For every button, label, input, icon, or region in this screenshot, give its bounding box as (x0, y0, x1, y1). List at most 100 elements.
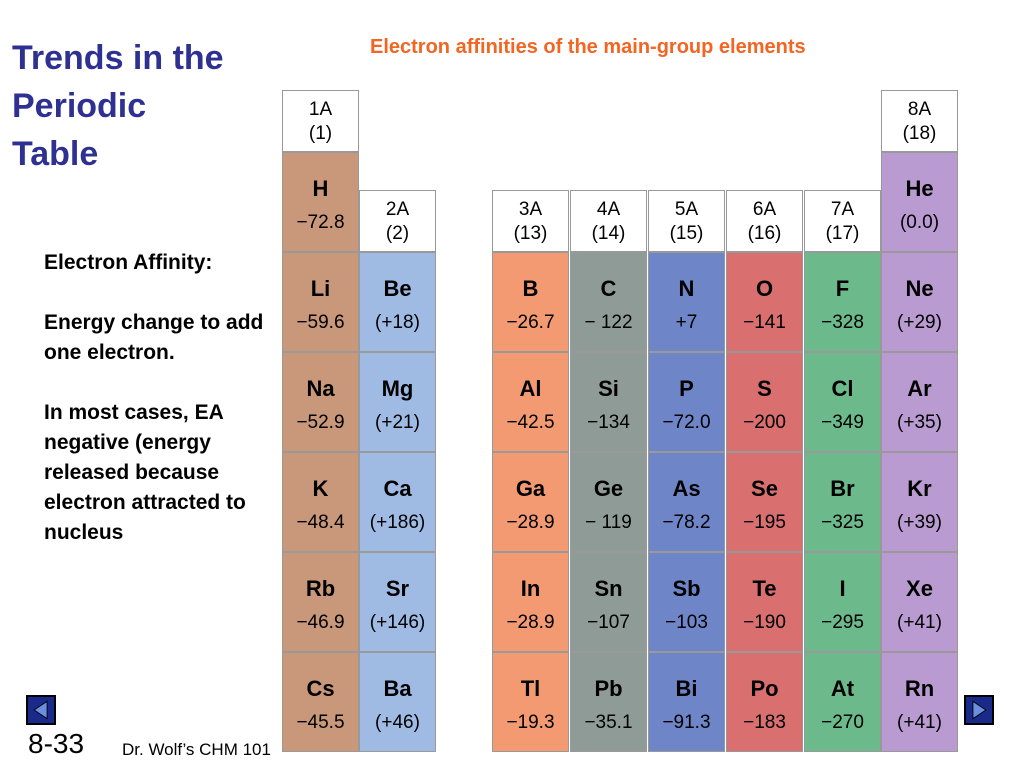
element-cell: Kr (+39) (881, 452, 958, 552)
element-cell: Bi −91.3 (648, 652, 725, 752)
element-cell: O −141 (726, 252, 803, 352)
element-cell: At −270 (804, 652, 881, 752)
electron-affinity: (+18) (375, 312, 420, 333)
group-number: (13) (513, 223, 548, 244)
element-symbol: Br (830, 476, 855, 501)
element-symbol: Ar (907, 376, 932, 401)
electron-affinity: −59.6 (296, 312, 345, 333)
element-symbol: Be (383, 276, 412, 301)
element-cell: Cs −45.5 (282, 652, 359, 752)
electron-affinity: −42.5 (506, 412, 555, 433)
title-line: Trends in the (12, 39, 224, 77)
element-cell: Al −42.5 (492, 352, 569, 452)
element-cell: H −72.8 (282, 152, 359, 252)
element-symbol: Li (310, 276, 331, 301)
electron-affinity: −72.8 (296, 212, 345, 233)
element-cell: P −72.0 (648, 352, 725, 452)
body-text: Electron Affinity: Energy change to add … (44, 248, 269, 578)
element-symbol: F (835, 276, 850, 301)
element-cell: Rb −46.9 (282, 552, 359, 652)
electron-affinity: (+41) (897, 712, 942, 733)
element-cell: N +7 (648, 252, 725, 352)
group-header: 8A (18) (881, 90, 958, 152)
group-number: (2) (385, 223, 410, 244)
element-cell: Ga −28.9 (492, 452, 569, 552)
group-label: 5A (674, 199, 699, 220)
group-label: 4A (596, 199, 621, 220)
element-cell: As −78.2 (648, 452, 725, 552)
element-symbol: Ge (593, 476, 624, 501)
element-symbol: K (312, 476, 329, 501)
slide-title: Trends in the Periodic Table (12, 34, 224, 178)
group-label: 3A (518, 199, 543, 220)
element-cell: Ge − 119 (570, 452, 647, 552)
electron-affinity: (+41) (897, 612, 942, 633)
group-label: 7A (830, 199, 855, 220)
element-symbol: Rb (305, 576, 336, 601)
group-label: 1A (308, 99, 333, 120)
element-symbol: B (522, 276, 539, 301)
electron-affinity: (+29) (897, 312, 942, 333)
next-button[interactable] (964, 695, 994, 725)
element-cell: Mg (+21) (359, 352, 436, 452)
element-symbol: Si (598, 376, 619, 401)
element-symbol: I (839, 576, 846, 601)
element-symbol: C (600, 276, 617, 301)
electron-affinity: (+21) (375, 412, 420, 433)
element-symbol: At (830, 676, 855, 701)
paragraph: In most cases, EA negative (energy relea… (44, 401, 246, 544)
element-cell: Li −59.6 (282, 252, 359, 352)
element-cell: Rn (+41) (881, 652, 958, 752)
element-cell: S −200 (726, 352, 803, 452)
electron-affinity: −72.0 (662, 412, 711, 433)
electron-affinity: (+39) (897, 512, 942, 533)
element-cell: F −328 (804, 252, 881, 352)
group-header: 2A (2) (359, 190, 436, 252)
electron-affinity: (0.0) (899, 212, 940, 233)
electron-affinity: −48.4 (296, 512, 345, 533)
title-line: Table (12, 135, 99, 173)
electron-affinity: −26.7 (506, 312, 555, 333)
element-symbol: Na (306, 376, 335, 401)
element-cell: Sb −103 (648, 552, 725, 652)
element-symbol: Pb (594, 676, 623, 701)
element-symbol: Ca (383, 476, 412, 501)
element-symbol: Kr (907, 476, 932, 501)
electron-affinity: −78.2 (662, 512, 711, 533)
title-line: Periodic (12, 87, 147, 125)
element-cell: He (0.0) (881, 152, 958, 252)
electron-affinity: −195 (743, 512, 786, 533)
electron-affinity: −328 (821, 312, 864, 333)
element-symbol: O (755, 276, 774, 301)
element-cell: Po −183 (726, 652, 803, 752)
prev-button[interactable] (26, 695, 56, 725)
group-number: (18) (902, 123, 937, 144)
electron-affinity: − 122 (584, 312, 633, 333)
element-symbol: Ga (515, 476, 546, 501)
electron-affinity: −200 (743, 412, 786, 433)
element-cell: I −295 (804, 552, 881, 652)
element-cell: Ne (+29) (881, 252, 958, 352)
element-cell: Ba (+46) (359, 652, 436, 752)
element-cell: Tl −19.3 (492, 652, 569, 752)
element-cell: Sn −107 (570, 552, 647, 652)
element-symbol: Al (519, 376, 542, 401)
element-cell: Cl −349 (804, 352, 881, 452)
element-symbol: Sr (385, 576, 410, 601)
group-number: (14) (591, 223, 626, 244)
element-symbol: Cs (306, 676, 335, 701)
element-symbol: Sb (672, 576, 701, 601)
element-symbol: In (520, 576, 541, 601)
electron-affinity: −28.9 (506, 612, 555, 633)
footer: Dr. Wolf’s CHM 101 (122, 740, 271, 759)
electron-affinity: (+186) (369, 512, 426, 533)
element-symbol: Tl (520, 676, 541, 701)
page-number: 8-33 (28, 728, 85, 759)
group-header: 3A (13) (492, 190, 569, 252)
element-symbol: Mg (381, 376, 414, 401)
electron-affinity: −52.9 (296, 412, 345, 433)
group-number: (17) (825, 223, 860, 244)
element-symbol: Ne (905, 276, 934, 301)
paragraph: Electron Affinity: (44, 251, 213, 274)
